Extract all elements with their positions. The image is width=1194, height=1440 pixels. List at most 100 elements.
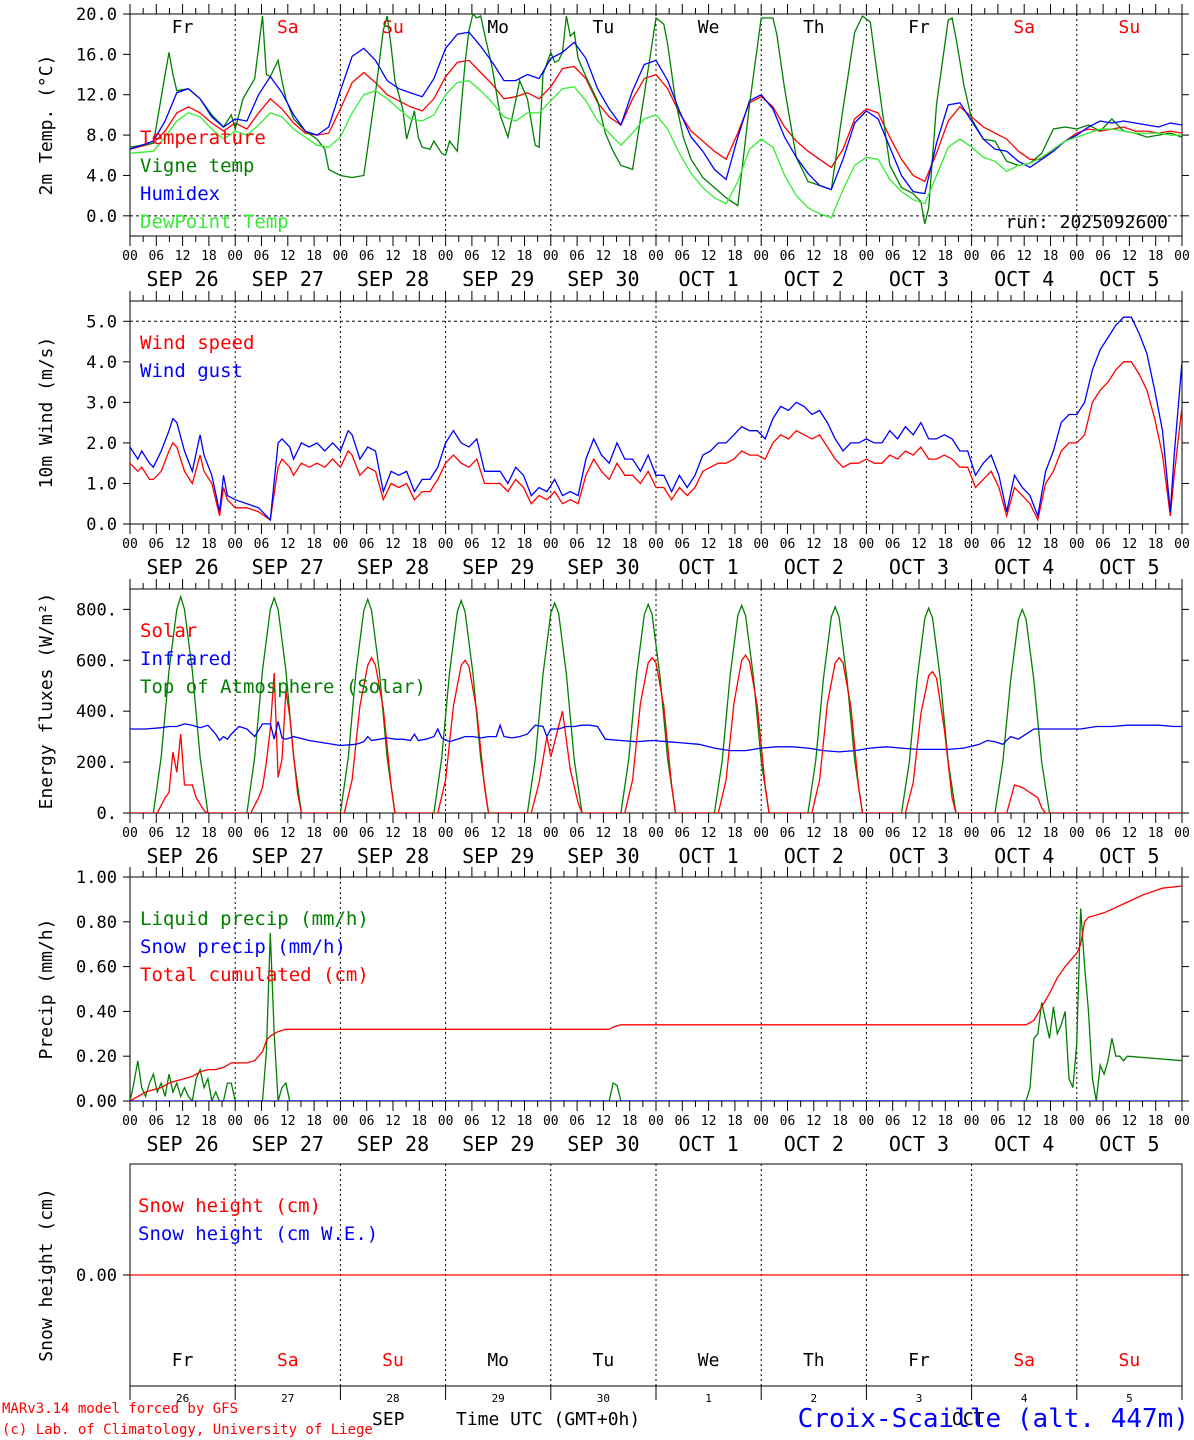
- hour-label: 18: [517, 537, 533, 552]
- hour-label: 00: [964, 537, 980, 552]
- hour-label: 00: [438, 1114, 454, 1129]
- hour-label: 18: [727, 249, 743, 264]
- y-tick-label: 5.0: [86, 312, 117, 332]
- weekday-label: Fr: [172, 1350, 194, 1371]
- hour-label: 12: [175, 537, 191, 552]
- hour-label: 06: [1095, 826, 1111, 841]
- hour-label: 18: [832, 1114, 848, 1129]
- y-tick-label: 20.0: [76, 5, 117, 25]
- series-wind-gust: [130, 316, 1182, 522]
- hour-label: 00: [859, 249, 875, 264]
- hour-label: 06: [148, 826, 164, 841]
- day-label: OCT 1: [678, 844, 738, 868]
- day-label: OCT 2: [784, 844, 844, 868]
- legend-wind-speed: Wind speed: [140, 332, 254, 354]
- hour-label: 18: [937, 1114, 953, 1129]
- hour-label: 18: [937, 537, 953, 552]
- hour-label: 06: [148, 537, 164, 552]
- day-label: OCT 4: [994, 844, 1054, 868]
- day-label: OCT 5: [1099, 844, 1159, 868]
- hour-label: 12: [1016, 826, 1032, 841]
- y-axis-title: 2m Temp. (°C): [36, 55, 57, 196]
- hour-label: 00: [859, 826, 875, 841]
- hour-label: 18: [622, 249, 638, 264]
- hour-label: 06: [254, 826, 270, 841]
- series-dewpoint-temp: [130, 79, 1182, 219]
- hour-label: 18: [201, 537, 217, 552]
- hour-label: 00: [648, 537, 664, 552]
- y-tick-label: 8.0: [86, 126, 117, 146]
- day-label: SEP 28: [357, 555, 429, 579]
- legend-temperature: Temperature: [140, 127, 266, 149]
- hour-label: 18: [306, 1114, 322, 1129]
- hour-label: 06: [148, 249, 164, 264]
- hour-label: 00: [1174, 537, 1190, 552]
- hour-label: 12: [1016, 537, 1032, 552]
- series-solar: [130, 654, 1182, 813]
- hour-label: 00: [753, 1114, 769, 1129]
- time-axis-label: Time UTC (GMT+0h): [456, 1409, 640, 1430]
- legend-snow-height-cm-w-e-: Snow height (cm W.E.): [138, 1223, 378, 1245]
- hour-label: 00: [543, 249, 559, 264]
- weekday-label: Su: [1119, 1350, 1141, 1371]
- hour-label: 00: [227, 249, 243, 264]
- y-tick-label: 2.0: [86, 434, 117, 454]
- hour-label: 12: [1016, 249, 1032, 264]
- hour-label: 00: [227, 826, 243, 841]
- hour-label: 00: [122, 826, 138, 841]
- hour-label: 00: [1174, 249, 1190, 264]
- hour-label: 18: [727, 537, 743, 552]
- y-tick-label: 0.00: [76, 1266, 117, 1286]
- hour-label: 12: [385, 1114, 401, 1129]
- hour-label: 18: [727, 826, 743, 841]
- weekday-label: Fr: [172, 17, 194, 38]
- day-label: SEP 29: [462, 844, 534, 868]
- credits-line-2: (c) Lab. of Climatology, University of L…: [2, 1422, 373, 1438]
- y-tick-label: 12.0: [76, 86, 117, 106]
- hour-label: 12: [701, 249, 717, 264]
- panel-energy: 0. 200. 400. 600. 800. 00 06 12 18 00 06 12 18 00 06 12…: [36, 579, 1190, 868]
- hour-label: 18: [517, 1114, 533, 1129]
- hour-label: 12: [596, 249, 612, 264]
- hour-label: 12: [806, 826, 822, 841]
- y-tick-label: 16.0: [76, 45, 117, 65]
- hour-label: 06: [569, 249, 585, 264]
- weekday-label: Sa: [1013, 17, 1035, 38]
- hour-label: 18: [1043, 249, 1059, 264]
- day-label: SEP 28: [357, 844, 429, 868]
- hour-label: 06: [1095, 1114, 1111, 1129]
- hour-label: 18: [937, 826, 953, 841]
- hour-label: 06: [1095, 249, 1111, 264]
- legend-infrared: Infrared: [140, 648, 232, 670]
- hour-label: 00: [227, 1114, 243, 1129]
- y-tick-label: 0.0: [86, 515, 117, 535]
- day-number: 4: [1021, 1392, 1028, 1405]
- hour-label: 12: [490, 537, 506, 552]
- day-label: OCT 3: [889, 844, 949, 868]
- weekday-label: Sa: [1013, 1350, 1035, 1371]
- day-label: SEP 29: [462, 267, 534, 291]
- hour-label: 12: [911, 249, 927, 264]
- hour-label: 18: [1043, 826, 1059, 841]
- hour-label: 12: [280, 537, 296, 552]
- day-number: 1: [705, 1392, 712, 1405]
- day-label: SEP 27: [252, 267, 324, 291]
- y-tick-label: 4.0: [86, 353, 117, 373]
- panel-wind: 0.0 1.0 2.0 3.0 4.0 5.0 00 06 12 18 00 06 12 18 00 06 12…: [36, 291, 1190, 579]
- weekday-label: Mo: [487, 17, 509, 38]
- hour-label: 18: [411, 826, 427, 841]
- hour-label: 06: [359, 1114, 375, 1129]
- day-label: SEP 30: [567, 555, 639, 579]
- series-infrared: [130, 721, 1182, 753]
- legend-liquid-precip-mm-h-: Liquid precip (mm/h): [140, 908, 369, 930]
- day-label: SEP 30: [567, 1132, 639, 1156]
- day-label: SEP 26: [146, 844, 218, 868]
- hour-label: 06: [569, 826, 585, 841]
- series-humidex: [130, 31, 1182, 195]
- hour-label: 06: [674, 537, 690, 552]
- day-label: SEP 27: [252, 1132, 324, 1156]
- hour-label: 12: [911, 537, 927, 552]
- legend-solar: Solar: [140, 620, 197, 642]
- day-number: 2: [810, 1392, 817, 1405]
- hour-label: 12: [701, 1114, 717, 1129]
